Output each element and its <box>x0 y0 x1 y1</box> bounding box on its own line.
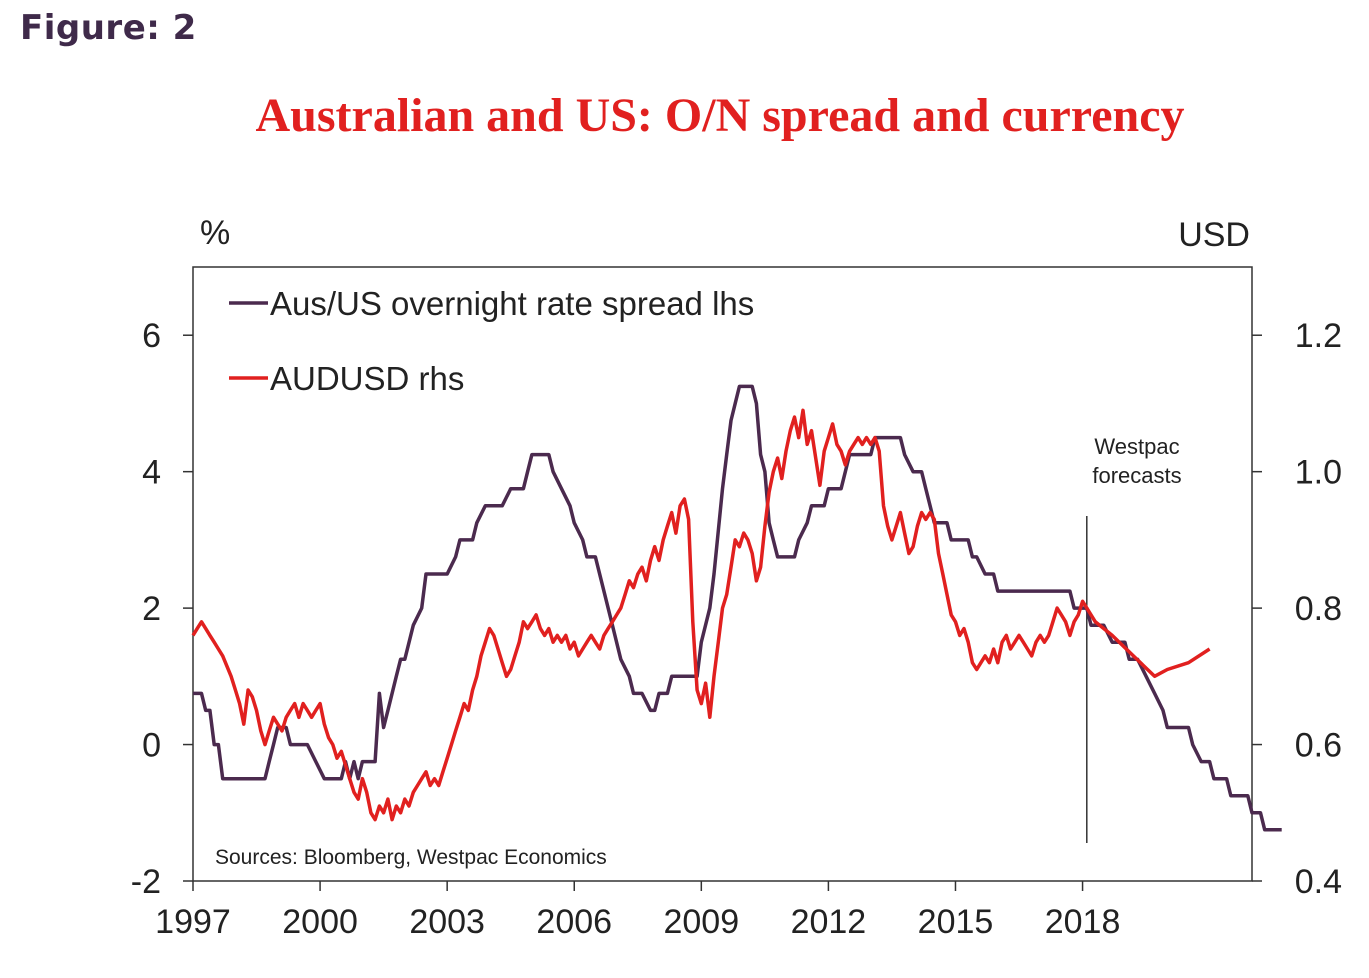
left-axis: -2 0 2 4 6 <box>131 317 193 901</box>
x-tick-label: 2009 <box>663 903 739 941</box>
x-tick-label: 2018 <box>1045 903 1121 941</box>
series-line-spread <box>193 384 1282 832</box>
right-tick-label: 0.4 <box>1295 863 1342 901</box>
x-tick-label: 2015 <box>918 903 994 941</box>
annotation-line-1: Westpac <box>1094 434 1179 459</box>
right-axis-unit: USD <box>1178 216 1250 254</box>
legend: Aus/US overnight rate spread lhs AUDUSD … <box>229 285 754 397</box>
right-axis: 0.4 0.6 0.8 1.0 1.2 <box>1252 317 1342 901</box>
series-line-audusd <box>191 408 1211 822</box>
legend-label-spread: Aus/US overnight rate spread lhs <box>270 285 754 322</box>
legend-label-audusd: AUDUSD rhs <box>270 360 464 397</box>
right-tick-label: 1.2 <box>1295 317 1342 355</box>
left-tick-label: 4 <box>142 454 161 492</box>
x-tick-label: 1997 <box>155 903 231 941</box>
left-tick-label: -2 <box>131 863 161 901</box>
x-tick-label: 2012 <box>791 903 867 941</box>
source-note: Sources: Bloomberg, Westpac Economics <box>215 846 607 869</box>
left-tick-label: 2 <box>142 590 161 628</box>
chart-title: Australian and US: O/N spread and curren… <box>255 89 1185 142</box>
x-tick-label: 2006 <box>536 903 612 941</box>
x-tick-label: 2000 <box>282 903 358 941</box>
plot-frame <box>192 266 1253 882</box>
right-tick-label: 1.0 <box>1295 454 1342 492</box>
x-axis: 1997 2000 2003 2006 2009 2012 2015 2018 <box>155 881 1120 941</box>
right-tick-label: 0.8 <box>1295 590 1342 628</box>
left-axis-unit: % <box>200 214 230 252</box>
right-tick-label: 0.6 <box>1295 727 1342 765</box>
x-tick-label: 2003 <box>409 903 485 941</box>
left-tick-label: 6 <box>142 317 161 355</box>
left-tick-label: 0 <box>142 727 161 765</box>
annotation-line-2: forecasts <box>1092 463 1181 488</box>
figure-label: Figure: 2 <box>20 8 197 48</box>
